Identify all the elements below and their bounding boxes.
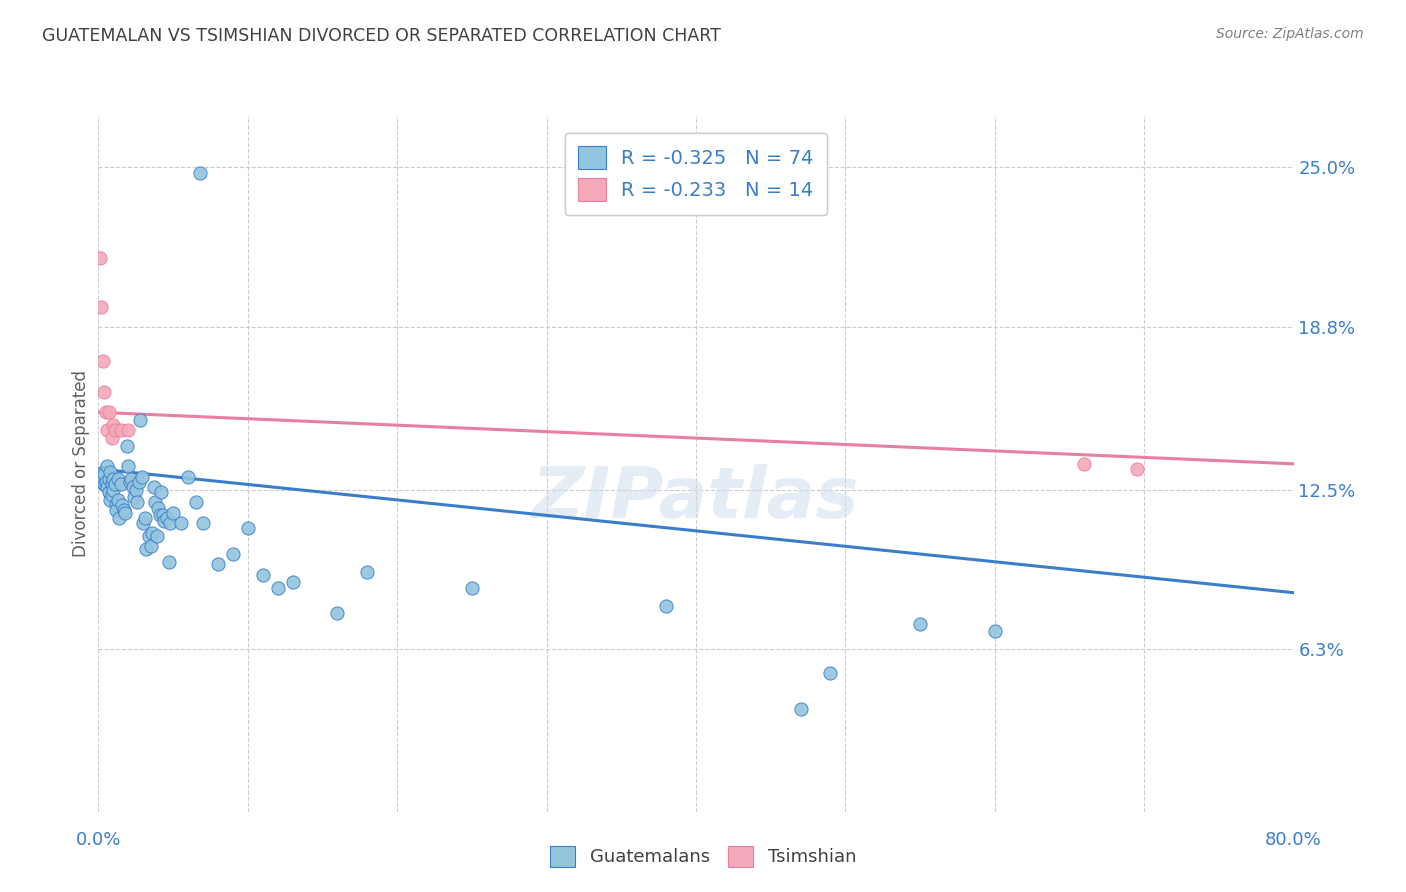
Point (184, 495, 207, 509)
Text: 80.0%: 80.0% (1265, 831, 1322, 849)
Point (984, 624, 1007, 639)
Point (103, 418, 125, 433)
Point (94, 475, 117, 489)
Point (281, 575, 304, 590)
Point (94, 405, 117, 419)
Point (110, 477, 132, 491)
Point (135, 541, 157, 556)
Point (100, 465, 122, 479)
Point (134, 511, 156, 525)
Point (908, 616, 931, 631)
Point (112, 503, 135, 517)
Point (93, 467, 115, 482)
Point (90, 475, 112, 489)
Point (97, 405, 120, 419)
Point (153, 514, 176, 528)
Point (107, 472, 129, 486)
Point (149, 508, 172, 523)
Text: GUATEMALAN VS TSIMSHIAN DIVORCED OR SEPARATED CORRELATION CHART: GUATEMALAN VS TSIMSHIAN DIVORCED OR SEPA… (42, 27, 721, 45)
Point (120, 472, 142, 486)
Point (1073, 457, 1095, 471)
Point (252, 567, 274, 582)
Point (142, 480, 165, 494)
Point (157, 555, 180, 569)
Point (91, 465, 114, 479)
Point (101, 477, 124, 491)
Point (188, 166, 211, 180)
Point (104, 423, 127, 437)
Point (118, 475, 141, 489)
Point (148, 500, 170, 515)
Point (191, 516, 214, 530)
Point (93, 384, 115, 399)
Point (111, 498, 134, 512)
Point (143, 495, 166, 509)
Point (97, 472, 120, 486)
Point (105, 498, 128, 512)
Point (156, 511, 179, 525)
Legend: R = -0.325   N = 74, R = -0.233   N = 14: R = -0.325 N = 74, R = -0.233 N = 14 (565, 133, 827, 214)
Point (103, 483, 125, 497)
Legend: Guatemalans, Tsimshian: Guatemalans, Tsimshian (543, 838, 863, 874)
Point (101, 431, 124, 445)
Point (131, 469, 153, 483)
Point (152, 508, 174, 523)
Y-axis label: Divorced or Separated: Divorced or Separated (72, 370, 90, 558)
Point (121, 480, 143, 494)
Point (91, 353, 114, 368)
Point (124, 491, 146, 505)
Point (97, 485, 120, 500)
Point (100, 492, 122, 507)
Point (89, 469, 111, 483)
Point (141, 526, 163, 541)
Point (162, 506, 184, 520)
Point (169, 516, 191, 530)
Point (96, 459, 118, 474)
Text: Source: ZipAtlas.com: Source: ZipAtlas.com (1216, 27, 1364, 41)
Point (326, 607, 349, 621)
Point (207, 558, 229, 572)
Point (93, 477, 115, 491)
Point (138, 529, 160, 543)
Point (96, 480, 118, 494)
Point (105, 503, 128, 517)
Point (103, 472, 125, 486)
Point (108, 511, 131, 525)
Point (820, 665, 842, 680)
Point (128, 475, 150, 489)
Point (267, 581, 290, 595)
Point (117, 423, 139, 437)
Text: 0.0%: 0.0% (76, 831, 121, 849)
Point (101, 488, 124, 502)
Point (159, 516, 181, 530)
Point (655, 599, 678, 613)
Point (129, 413, 152, 427)
Text: ZIPatlas: ZIPatlas (533, 464, 859, 533)
Point (96, 423, 118, 437)
Point (222, 547, 245, 561)
Point (104, 477, 127, 491)
Point (145, 529, 167, 543)
Point (356, 565, 378, 579)
Point (115, 439, 138, 453)
Point (139, 539, 162, 553)
Point (127, 495, 149, 509)
Point (125, 483, 148, 497)
Point (150, 485, 173, 500)
Point (90, 300, 112, 314)
Point (461, 581, 484, 595)
Point (177, 469, 200, 483)
Point (789, 701, 811, 715)
Point (117, 459, 139, 474)
Point (236, 521, 259, 535)
Point (114, 506, 136, 520)
Point (89, 251, 111, 265)
Point (107, 492, 129, 507)
Point (1125, 462, 1147, 476)
Point (132, 516, 155, 530)
Point (110, 423, 132, 437)
